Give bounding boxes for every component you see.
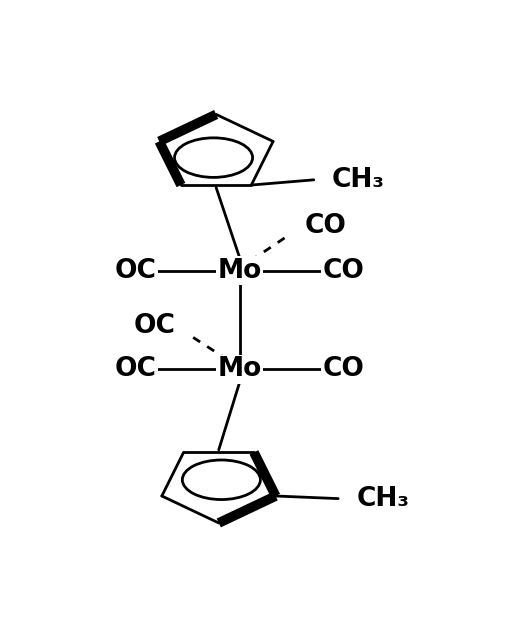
Text: CO: CO	[323, 257, 365, 284]
Text: CH₃: CH₃	[356, 486, 409, 511]
Text: OC: OC	[115, 356, 156, 383]
Text: CH₃: CH₃	[332, 167, 385, 193]
Text: OC: OC	[115, 257, 156, 284]
Text: Mo: Mo	[217, 356, 262, 383]
Text: CO: CO	[323, 356, 365, 383]
Text: Mo: Mo	[217, 257, 262, 284]
Text: CO: CO	[305, 213, 347, 239]
Text: OC: OC	[134, 313, 176, 339]
